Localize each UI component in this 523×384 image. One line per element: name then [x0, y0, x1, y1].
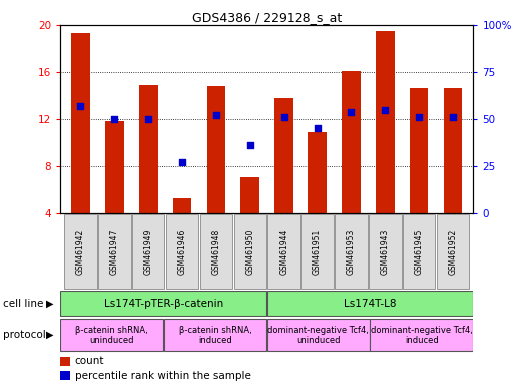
- FancyBboxPatch shape: [234, 214, 266, 289]
- Point: [279, 114, 288, 120]
- Point: [347, 108, 356, 114]
- Text: protocol: protocol: [3, 330, 46, 340]
- Text: GSM461945: GSM461945: [415, 228, 424, 275]
- FancyBboxPatch shape: [64, 214, 97, 289]
- Bar: [376, 31, 394, 213]
- FancyBboxPatch shape: [267, 291, 473, 316]
- Bar: [241, 177, 259, 213]
- FancyBboxPatch shape: [98, 214, 131, 289]
- FancyBboxPatch shape: [166, 214, 198, 289]
- Text: GSM461943: GSM461943: [381, 228, 390, 275]
- Title: GDS4386 / 229128_s_at: GDS4386 / 229128_s_at: [191, 11, 342, 24]
- Text: GSM461952: GSM461952: [449, 228, 458, 275]
- Bar: [275, 98, 293, 213]
- Text: GSM461951: GSM461951: [313, 228, 322, 275]
- FancyBboxPatch shape: [335, 214, 368, 289]
- Bar: [139, 85, 157, 213]
- Text: dominant-negative Tcf4,
induced: dominant-negative Tcf4, induced: [371, 326, 473, 345]
- Bar: [71, 33, 90, 213]
- Point: [449, 114, 457, 120]
- Bar: [207, 86, 225, 213]
- FancyBboxPatch shape: [437, 214, 469, 289]
- FancyBboxPatch shape: [61, 319, 163, 351]
- Text: GSM461953: GSM461953: [347, 228, 356, 275]
- Bar: [342, 71, 361, 213]
- Text: dominant-negative Tcf4,
uninduced: dominant-negative Tcf4, uninduced: [267, 326, 369, 345]
- FancyBboxPatch shape: [61, 291, 266, 316]
- Point: [415, 114, 423, 120]
- FancyBboxPatch shape: [132, 214, 164, 289]
- Text: Ls174T-pTER-β-catenin: Ls174T-pTER-β-catenin: [104, 299, 223, 309]
- Bar: [105, 121, 123, 213]
- FancyBboxPatch shape: [369, 214, 402, 289]
- Text: GSM461949: GSM461949: [144, 228, 153, 275]
- Point: [178, 159, 186, 166]
- Text: ▶: ▶: [46, 330, 53, 340]
- FancyBboxPatch shape: [267, 214, 300, 289]
- Point: [212, 112, 220, 118]
- Text: β-catenin shRNA,
uninduced: β-catenin shRNA, uninduced: [75, 326, 148, 345]
- Text: percentile rank within the sample: percentile rank within the sample: [75, 371, 251, 381]
- Text: GSM461950: GSM461950: [245, 228, 254, 275]
- Bar: [308, 132, 327, 213]
- Point: [246, 142, 254, 149]
- Text: GSM461948: GSM461948: [211, 228, 220, 275]
- Text: Ls174T-L8: Ls174T-L8: [344, 299, 396, 309]
- Point: [110, 116, 119, 122]
- Bar: [173, 198, 191, 213]
- FancyBboxPatch shape: [200, 214, 232, 289]
- FancyBboxPatch shape: [403, 214, 435, 289]
- FancyBboxPatch shape: [370, 319, 473, 351]
- Text: count: count: [75, 356, 104, 366]
- Point: [76, 103, 85, 109]
- Point: [381, 107, 390, 113]
- FancyBboxPatch shape: [301, 214, 334, 289]
- FancyBboxPatch shape: [267, 319, 370, 351]
- Text: cell line: cell line: [3, 299, 43, 309]
- Point: [313, 125, 322, 131]
- Text: GSM461947: GSM461947: [110, 228, 119, 275]
- Text: GSM461944: GSM461944: [279, 228, 288, 275]
- Text: GSM461946: GSM461946: [178, 228, 187, 275]
- Text: GSM461942: GSM461942: [76, 228, 85, 275]
- Bar: [410, 88, 428, 213]
- FancyBboxPatch shape: [164, 319, 266, 351]
- Bar: [444, 88, 462, 213]
- Text: ▶: ▶: [46, 299, 53, 309]
- Point: [144, 116, 152, 122]
- Text: β-catenin shRNA,
induced: β-catenin shRNA, induced: [179, 326, 252, 345]
